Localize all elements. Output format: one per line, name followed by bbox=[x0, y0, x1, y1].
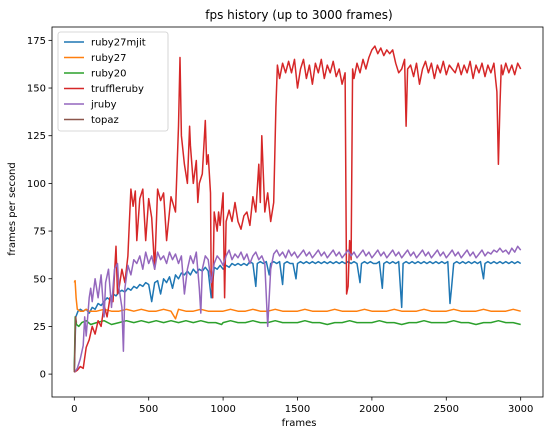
legend-label-ruby27mjit: ruby27mjit bbox=[91, 38, 146, 49]
x-tick-label: 500 bbox=[139, 404, 158, 415]
legend-label-ruby27: ruby27 bbox=[91, 53, 126, 64]
y-axis-label: frames per second bbox=[7, 162, 18, 256]
series-line-jruby bbox=[73, 245, 522, 373]
y-tick-label: 100 bbox=[27, 179, 46, 190]
x-tick-label: 2000 bbox=[359, 404, 384, 415]
series-line-truffleruby bbox=[73, 45, 522, 373]
y-tick-label: 75 bbox=[33, 227, 46, 238]
legend-label-jruby: jruby bbox=[90, 100, 117, 111]
plot-area bbox=[73, 45, 522, 373]
y-tick-label: 25 bbox=[33, 322, 46, 333]
x-tick-label: 3000 bbox=[508, 404, 533, 415]
x-tick-label: 1500 bbox=[285, 404, 310, 415]
x-axis-label: frames bbox=[282, 418, 317, 429]
x-axis-ticks: 0 500 1000 1500 2000 2500 3000 bbox=[71, 397, 533, 415]
legend-label-topaz: topaz bbox=[91, 115, 119, 126]
y-tick-label: 125 bbox=[27, 131, 46, 142]
series-line-ruby27 bbox=[73, 279, 521, 320]
series-line-ruby20 bbox=[73, 316, 521, 371]
legend-box bbox=[57, 31, 169, 132]
series-line-topaz bbox=[73, 316, 78, 373]
series-line-ruby27mjit bbox=[73, 260, 522, 371]
legend-label-ruby20: ruby20 bbox=[91, 69, 126, 80]
x-tick-label: 0 bbox=[71, 404, 77, 415]
chart-title: fps history (up to 3000 frames) bbox=[205, 8, 392, 22]
y-tick-label: 0 bbox=[40, 370, 46, 381]
y-tick-label: 150 bbox=[27, 84, 46, 95]
y-axis-ticks: 0 25 50 75 100 125 150 175 bbox=[27, 36, 52, 381]
legend-label-truffleruby: truffleruby bbox=[91, 84, 144, 95]
y-tick-label: 175 bbox=[27, 36, 46, 47]
x-tick-label: 1000 bbox=[210, 404, 235, 415]
legend: ruby27mjit ruby27 ruby20 truffleruby jruby to… bbox=[57, 31, 169, 132]
x-tick-label: 2500 bbox=[434, 404, 459, 415]
plot-frame bbox=[51, 26, 544, 398]
y-tick-label: 50 bbox=[33, 274, 46, 285]
